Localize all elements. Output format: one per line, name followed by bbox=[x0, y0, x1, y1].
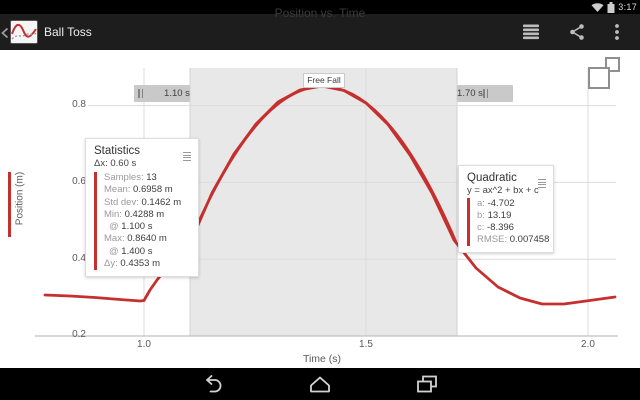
android-nav-bar bbox=[0, 368, 640, 400]
stat-row: Mean: 0.6958 m bbox=[104, 184, 173, 196]
stat-row: Samples: 13 bbox=[104, 172, 157, 183]
nav-up-chevron-icon[interactable] bbox=[1, 27, 9, 39]
battery-icon bbox=[607, 1, 615, 13]
x-tick-label: 1.0 bbox=[137, 339, 151, 350]
y-tick-label: 0.2 bbox=[72, 329, 86, 340]
fit-row: b: 13.19 bbox=[477, 210, 512, 221]
app-logo-icon[interactable] bbox=[10, 20, 38, 44]
stat-row: Min: 0.4288 m bbox=[104, 208, 165, 220]
app-bar: Ball Toss bbox=[0, 14, 640, 50]
selected-region[interactable] bbox=[190, 68, 457, 336]
recents-icon[interactable] bbox=[415, 373, 439, 395]
stat-row: @ 1.100 s bbox=[109, 221, 153, 233]
fit-equation: y = ax^2 + bx + c bbox=[467, 185, 539, 196]
share-icon[interactable] bbox=[568, 23, 586, 41]
x-tick-label: 2.0 bbox=[581, 339, 595, 350]
graph-view: Position vs. Time 0.8 0.6 0.4 0.2 1.0 1.… bbox=[0, 6, 640, 368]
stat-row: @ 1.400 s bbox=[109, 245, 153, 257]
overflow-menu-icon[interactable] bbox=[608, 23, 626, 41]
statistics-panel[interactable]: Statistics Δx: 0.60 s Samples: 13 Mean: … bbox=[85, 138, 199, 278]
data-table-icon[interactable] bbox=[522, 23, 540, 41]
stat-row: Δy: 0.4353 m bbox=[104, 258, 161, 270]
drag-grip-icon[interactable] bbox=[538, 179, 546, 189]
region-end-label: 1.70 s bbox=[457, 88, 483, 99]
pages-icon[interactable] bbox=[586, 55, 624, 91]
y-tick-label: 0.8 bbox=[72, 99, 86, 110]
y-tick-label: 0.4 bbox=[72, 253, 86, 264]
status-clock: 3:17 bbox=[618, 2, 637, 12]
y-axis-color-bar bbox=[8, 172, 11, 237]
stat-row: Std dev: 0.1462 m bbox=[104, 196, 182, 208]
y-tick-label: 0.6 bbox=[72, 176, 86, 187]
fit-title: Quadratic bbox=[467, 172, 517, 184]
drag-grip-icon[interactable] bbox=[183, 152, 191, 162]
x-tick-label: 1.5 bbox=[359, 339, 373, 350]
region-annotation[interactable]: Free Fall bbox=[303, 73, 345, 88]
y-axis-label: Position (m) bbox=[14, 171, 26, 226]
statistics-dx: Δx: 0.60 s bbox=[94, 158, 137, 169]
curve-fit-panel[interactable]: Quadratic y = ax^2 + bx + c a: -4.702 b:… bbox=[458, 165, 554, 253]
region-end-handle[interactable]: 1.70 s bbox=[457, 85, 513, 102]
x-axis-label: Time (s) bbox=[302, 353, 342, 365]
data-curve bbox=[43, 84, 617, 306]
statistics-title: Statistics bbox=[94, 145, 141, 157]
region-start-handle[interactable]: 1.10 s bbox=[134, 85, 190, 102]
home-icon[interactable] bbox=[308, 373, 332, 395]
drag-grip-icon[interactable] bbox=[483, 89, 509, 98]
fit-row: c: -8.396 bbox=[477, 222, 514, 233]
region-start-label: 1.10 s bbox=[164, 88, 190, 99]
fit-row: RMSE: 0.007458 bbox=[477, 234, 550, 245]
status-bar: 3:17 bbox=[0, 0, 640, 14]
wifi-icon bbox=[591, 3, 604, 12]
stat-row: Max: 0.8640 m bbox=[104, 233, 167, 245]
app-title: Ball Toss bbox=[44, 25, 92, 39]
plot-canvas[interactable] bbox=[0, 50, 640, 368]
drag-grip-icon[interactable] bbox=[138, 89, 164, 98]
chart-title: Position vs. Time bbox=[274, 6, 366, 20]
fit-row: a: -4.702 bbox=[477, 198, 515, 209]
back-icon[interactable] bbox=[199, 373, 223, 395]
